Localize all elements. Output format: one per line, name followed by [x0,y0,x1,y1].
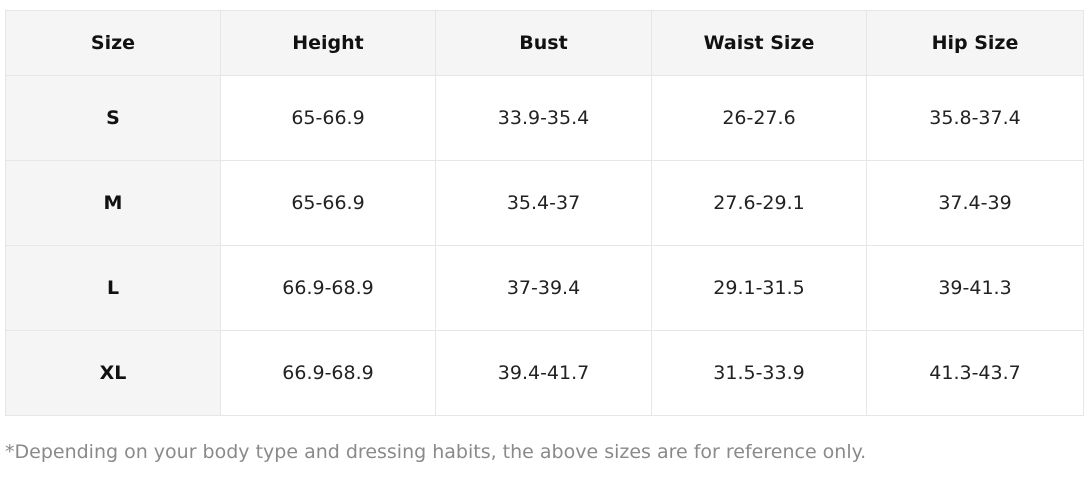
height-cell: 65-66.9 [220,160,436,246]
size-cell: XL [5,330,221,416]
waist-cell: 29.1-31.5 [651,245,867,331]
table-row: S 65-66.9 33.9-35.4 26-27.6 35.8-37.4 [5,75,1084,161]
bust-cell: 37-39.4 [435,245,652,331]
height-cell: 66.9-68.9 [220,245,436,331]
hip-cell: 37.4-39 [866,160,1084,246]
header-bust: Bust [435,10,652,76]
table-header: Size Height Bust Waist Size Hip Size [5,10,1084,76]
size-cell: M [5,160,221,246]
bust-cell: 33.9-35.4 [435,75,652,161]
hip-cell: 39-41.3 [866,245,1084,331]
waist-cell: 26-27.6 [651,75,867,161]
waist-cell: 31.5-33.9 [651,330,867,416]
header-size: Size [5,10,221,76]
waist-cell: 27.6-29.1 [651,160,867,246]
table-body: S 65-66.9 33.9-35.4 26-27.6 35.8-37.4 M … [5,75,1084,416]
height-cell: 65-66.9 [220,75,436,161]
header-waist-size: Waist Size [651,10,867,76]
size-chart-table: Size Height Bust Waist Size Hip Size S 6… [5,10,1084,416]
size-cell: S [5,75,221,161]
bust-cell: 39.4-41.7 [435,330,652,416]
header-hip-size: Hip Size [866,10,1084,76]
bust-cell: 35.4-37 [435,160,652,246]
table-row: M 65-66.9 35.4-37 27.6-29.1 37.4-39 [5,160,1084,246]
table-row: L 66.9-68.9 37-39.4 29.1-31.5 39-41.3 [5,245,1084,331]
hip-cell: 35.8-37.4 [866,75,1084,161]
header-row: Size Height Bust Waist Size Hip Size [5,10,1084,76]
table-row: XL 66.9-68.9 39.4-41.7 31.5-33.9 41.3-43… [5,330,1084,416]
size-cell: L [5,245,221,331]
hip-cell: 41.3-43.7 [866,330,1084,416]
reference-note: *Depending on your body type and dressin… [5,441,867,463]
header-height: Height [220,10,436,76]
height-cell: 66.9-68.9 [220,330,436,416]
